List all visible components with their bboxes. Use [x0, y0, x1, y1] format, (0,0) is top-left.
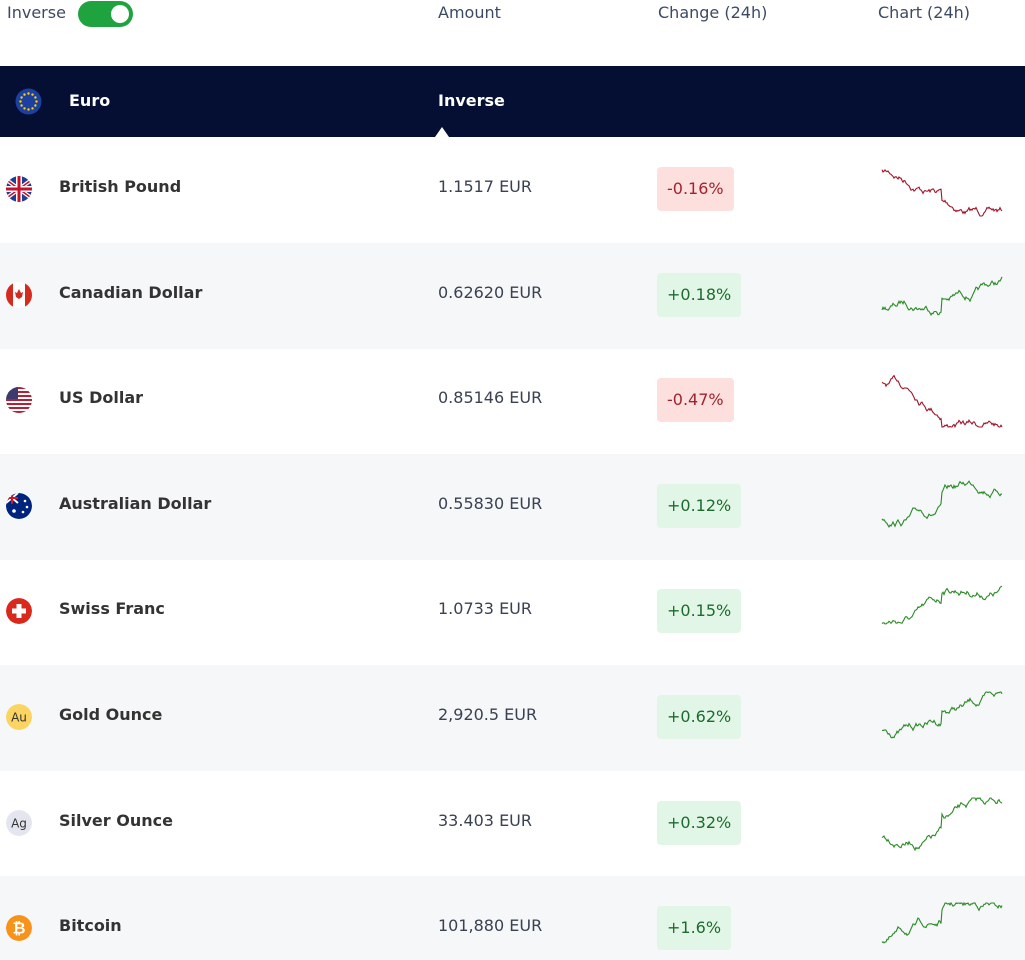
change-badge: -0.16% — [657, 167, 734, 211]
sparkline — [881, 901, 1003, 944]
currency-name: Bitcoin — [59, 916, 122, 936]
currency-row[interactable]: Australian Dollar 0.55830 EUR +0.12% — [0, 453, 1025, 560]
euro-icon — [15, 88, 42, 115]
column-header[interactable]: Amount — [438, 3, 501, 22]
currency-row[interactable]: British Pound 1.1517 EUR -0.16% — [0, 137, 1025, 243]
sparkline-path — [881, 901, 1003, 944]
icon-text: Ag — [11, 816, 27, 830]
icon-bg — [6, 809, 32, 836]
inverse-toggle[interactable] — [78, 1, 133, 27]
mode-label: Inverse — [438, 91, 505, 110]
change-badge: +0.15% — [657, 589, 742, 634]
currency-name: British Pound — [59, 177, 182, 196]
sparkline-path — [881, 796, 1003, 851]
currency-icon — [6, 598, 32, 625]
sparkline — [881, 691, 1003, 739]
column-header[interactable]: Chart (24h) — [878, 3, 971, 22]
sparkline-path — [881, 691, 1003, 739]
amount: 1.0733 EUR — [438, 599, 533, 619]
currency-icon — [6, 176, 32, 202]
base-currency-bar: Euro Inverse — [0, 66, 1025, 137]
change-badge: +0.62% — [657, 695, 742, 739]
icon-art — [6, 176, 32, 202]
change-badge: -0.47% — [657, 378, 734, 423]
change-badge: +0.18% — [657, 272, 742, 317]
currency-name: Gold Ounce — [59, 705, 163, 724]
currency-icon: ₿ — [6, 915, 32, 942]
currency-row[interactable]: ₿ Bitcoin 101,880 EUR +1.6% — [0, 876, 1025, 960]
currency-name: US Dollar — [59, 388, 144, 408]
header-bar: Inverse Amount Change (24h) Chart (24h) — [0, 0, 1025, 66]
icon-art — [6, 915, 32, 942]
icon-text: Au — [11, 711, 27, 725]
icon-text: ₿ — [12, 919, 25, 938]
currency-icon — [6, 387, 32, 414]
toggle-label: Inverse — [7, 3, 66, 22]
amount: 101,880 EUR — [438, 916, 543, 936]
amount: 33.403 EUR — [438, 810, 533, 830]
sparkline — [881, 586, 1003, 625]
pointer — [435, 127, 449, 137]
currency-row[interactable]: Ag Silver Ounce 33.403 EUR +0.32% — [0, 771, 1025, 877]
currency-icon: Ag — [6, 809, 32, 836]
sparkline-path — [881, 479, 1003, 528]
icon-art — [6, 809, 32, 836]
sparkline — [881, 796, 1003, 851]
amount: 0.62620 EUR — [438, 282, 543, 302]
currency-icon: Au — [6, 704, 32, 730]
currency-icon — [6, 281, 32, 308]
column-header[interactable]: Change (24h) — [658, 3, 768, 22]
currency-name: Silver Ounce — [59, 810, 173, 830]
change-badge: +1.6% — [657, 906, 732, 951]
icon-bg — [6, 704, 32, 730]
amount: 0.55830 EUR — [438, 493, 543, 513]
sparkline-path — [881, 374, 1003, 429]
currency-row[interactable]: Canadian Dollar 0.62620 EUR +0.18% — [0, 242, 1025, 349]
base-currency-name: Euro — [69, 91, 111, 110]
currency-name: Swiss Franc — [59, 599, 165, 619]
change-badge: +0.32% — [657, 800, 742, 845]
change-badge: +0.12% — [657, 483, 742, 528]
icon-art — [6, 704, 32, 730]
icon-bg — [6, 915, 32, 942]
currency-name: Australian Dollar — [59, 493, 212, 513]
icon-art — [6, 387, 32, 414]
sparkline — [881, 168, 1003, 217]
currency-row[interactable]: US Dollar 0.85146 EUR -0.47% — [0, 348, 1025, 454]
currency-row[interactable]: Au Gold Ounce 2,920.5 EUR +0.62% — [0, 665, 1025, 771]
sparkline — [881, 479, 1003, 528]
currency-row[interactable]: Swiss Franc 1.0733 EUR +0.15% — [0, 559, 1025, 665]
amount: 2,920.5 EUR — [438, 705, 538, 724]
sparkline-path — [881, 276, 1003, 316]
icon-art — [6, 492, 32, 519]
sparkline — [881, 276, 1003, 316]
icon-art — [6, 598, 32, 625]
amount: 0.85146 EUR — [438, 388, 543, 408]
currency-icon — [6, 492, 32, 519]
sparkline — [881, 374, 1003, 429]
sparkline-path — [881, 586, 1003, 625]
icon-art — [6, 281, 32, 308]
sparkline-path — [881, 168, 1003, 217]
amount: 1.1517 EUR — [438, 177, 533, 196]
currency-name: Canadian Dollar — [59, 282, 203, 302]
